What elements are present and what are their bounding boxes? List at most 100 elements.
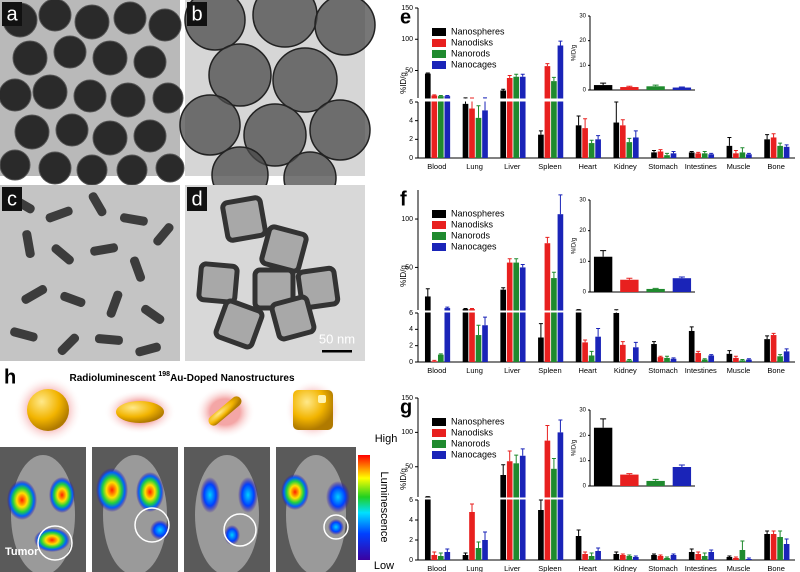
legend-label: Nanocages — [451, 59, 497, 69]
error-bar — [620, 119, 625, 126]
legend-swatch — [432, 210, 446, 218]
bar — [619, 555, 626, 560]
error-bar — [627, 359, 632, 361]
error-bar — [665, 556, 670, 558]
panel-label-box — [187, 187, 207, 211]
inset-y-tick-label: 20 — [579, 38, 586, 44]
error-bar — [689, 548, 694, 552]
error-bar — [709, 354, 714, 356]
bar — [739, 360, 746, 362]
inset-y-tick-label: 0 — [583, 290, 587, 296]
bar — [733, 153, 739, 158]
bar — [613, 554, 620, 560]
inset-bar — [646, 480, 665, 486]
bar — [746, 154, 752, 158]
micrograph-d — [185, 185, 365, 361]
mouse-images — [0, 447, 370, 572]
error-bar — [476, 324, 481, 336]
inset-error-bar — [600, 82, 607, 86]
error-bar — [501, 88, 506, 91]
error-bar — [740, 359, 745, 361]
micrograph-c — [0, 185, 180, 361]
error-bar — [671, 553, 676, 555]
inset-error-bar — [678, 276, 685, 279]
error-bar — [589, 552, 594, 556]
bar — [519, 76, 526, 158]
bar — [613, 122, 620, 158]
bar — [475, 117, 482, 158]
legend-swatch — [432, 221, 446, 229]
y-tick-label: 2 — [409, 537, 413, 544]
inset-bar — [646, 288, 665, 292]
error-bar — [470, 503, 475, 512]
axis-break — [416, 98, 793, 102]
bar — [688, 552, 695, 560]
bar — [538, 134, 544, 158]
bar — [670, 555, 677, 560]
y-tick-label: 6 — [409, 497, 413, 504]
x-tick-label: Kidney — [614, 366, 637, 375]
bar — [424, 73, 431, 158]
error-bar — [702, 552, 707, 556]
bar — [701, 359, 708, 362]
error-bar — [551, 271, 556, 279]
error-bar — [658, 149, 663, 152]
bar — [431, 555, 438, 560]
legend-swatch — [432, 451, 446, 459]
error-bar — [614, 101, 619, 123]
error-bar — [658, 554, 663, 556]
bar — [626, 360, 633, 362]
inset-bar — [620, 87, 639, 90]
bar — [551, 278, 557, 362]
error-bar — [576, 529, 581, 536]
bar — [688, 152, 695, 158]
error-bar — [514, 454, 519, 464]
error-bar — [702, 358, 707, 360]
inset-bar — [620, 279, 639, 292]
error-bar — [551, 458, 556, 469]
error-bar — [771, 332, 776, 336]
y-tick-label: 6 — [409, 99, 413, 106]
error-bar — [665, 152, 670, 156]
bar — [582, 128, 588, 158]
bar — [469, 108, 475, 158]
bar — [475, 335, 482, 362]
error-bar — [583, 551, 588, 554]
bar — [764, 339, 770, 362]
bar — [595, 139, 601, 158]
error-bar — [689, 326, 694, 331]
y-tick-label: 0 — [409, 155, 413, 162]
legend-label: Nanospheres — [451, 416, 505, 426]
panel-label: d — [191, 188, 202, 210]
bar — [739, 152, 746, 158]
bar — [626, 556, 633, 560]
bar — [664, 357, 670, 362]
bar — [588, 355, 595, 362]
bar — [613, 313, 620, 362]
bar — [519, 455, 526, 560]
error-bar — [596, 328, 601, 337]
bar — [557, 432, 564, 560]
bar — [544, 440, 551, 560]
error-bar — [596, 135, 601, 140]
bar — [575, 536, 582, 560]
inset-y-tick-label: 20 — [579, 228, 586, 234]
inset-bar — [672, 467, 692, 486]
bar — [770, 137, 777, 158]
error-bar — [733, 150, 738, 154]
legend-swatch — [432, 232, 446, 240]
error-bar — [765, 530, 770, 534]
bar — [506, 78, 513, 158]
legend-label: Nanorods — [451, 230, 491, 240]
error-bar — [558, 40, 563, 46]
bar — [619, 125, 626, 158]
panel-label: a — [6, 3, 18, 25]
bar — [538, 337, 544, 362]
legend-label: Nanodisks — [451, 427, 494, 437]
bar — [701, 556, 708, 560]
bar — [424, 296, 431, 362]
error-bar — [425, 288, 430, 297]
bar — [551, 468, 557, 560]
x-tick-label: Spleen — [538, 564, 561, 572]
error-bar — [671, 357, 676, 359]
